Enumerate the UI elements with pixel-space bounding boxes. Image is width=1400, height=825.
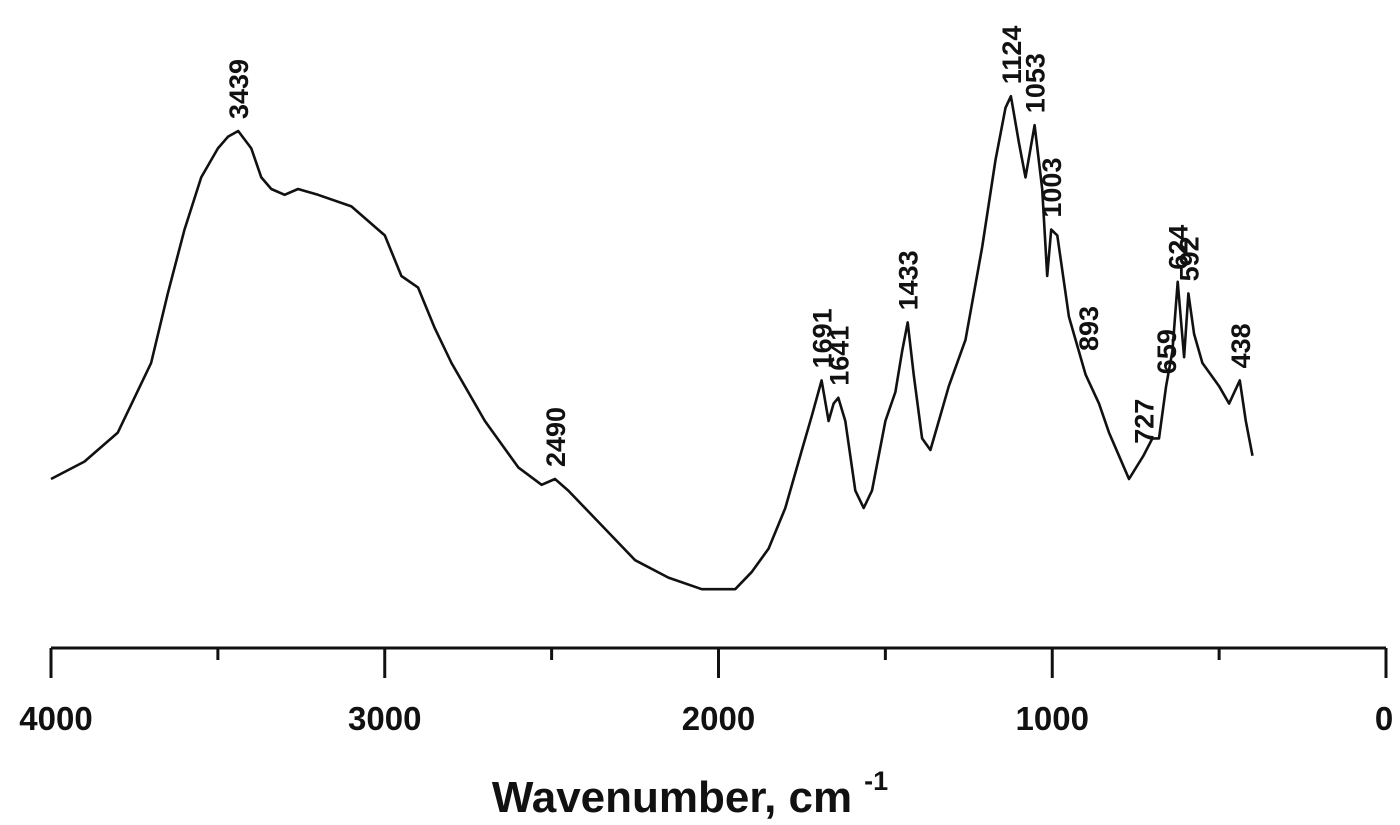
series-layer [50,94,1254,591]
x-axis-title-superscript: -1 [864,766,888,796]
peak-label: 1003 [1037,158,1067,218]
spectrum-line [50,94,1254,591]
x-tick-label: 3000 [348,700,421,737]
peak-label: 624 [1164,225,1194,270]
peak-label: 438 [1226,323,1256,368]
peak-label: 3439 [224,59,254,119]
peak-label: 1433 [894,250,924,310]
peak-label: 2490 [541,407,571,467]
x-tick-label: 1000 [1016,700,1089,737]
x-axis-title: Wavenumber, cm -1 [492,766,888,822]
x-tick-label: 2000 [682,700,755,737]
peak-label: 592 [1174,236,1204,281]
x-tick-label: 4000 [19,700,92,737]
peak-label: 659 [1152,329,1182,374]
peak-label: 1124 [997,26,1027,85]
x-axis-title-text: Wavenumber, cm [492,773,852,822]
peak-label: 893 [1074,306,1104,351]
peak-label: 1691 [808,308,838,368]
peak-label: 1053 [1021,53,1051,113]
x-axis-ticks: 4000 3000 2000 1000 0 [19,648,1393,737]
peak-label: 1641 [824,326,854,386]
x-tick-label: 0 [1375,700,1393,737]
peak-label: 727 [1129,399,1159,444]
